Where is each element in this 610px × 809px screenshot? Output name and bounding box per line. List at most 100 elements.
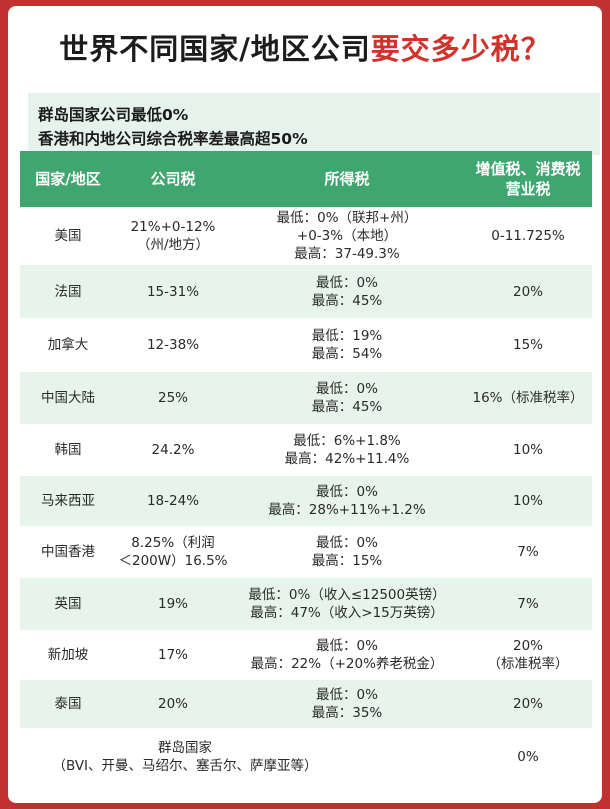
cell-income: 最低：0%（联邦+州） +0-3%（本地） 最高：37-49.3% [230, 207, 464, 265]
cell-line: 16%（标准税率） [472, 390, 584, 406]
cell-income: 最低：0% 最高：22%（+20%养老税金） [230, 630, 464, 680]
cell-income: 最低：6%+1.8% 最高：42%+11.4% [230, 424, 464, 476]
cell-corporate: 20% [116, 680, 230, 728]
header-income-tax: 所得税 [324, 170, 370, 188]
cell-corporate: 21%+0-12% （州/地方） [116, 207, 230, 265]
table-row: 泰国 20% 最低：0% 最高：35% 20% [20, 680, 592, 728]
cell-line: 最低：0% [316, 274, 378, 291]
table-row: 法国 15-31% 最低：0% 最高：45% 20% [20, 265, 592, 318]
header-vat-line1: 增值税、消费税 [475, 160, 581, 178]
cell-region: 中国香港 [20, 526, 116, 578]
cell-line: 25% [157, 390, 188, 406]
cell-line: 最低：0% [316, 687, 378, 703]
cell-line: 最高：22%（+20%养老税金） [250, 656, 444, 672]
cell-line: 中国香港 [41, 544, 95, 560]
cell-vat: 10% [464, 476, 592, 526]
cell-line: 英国 [54, 596, 82, 612]
cell-region: 英国 [20, 578, 116, 630]
table-header: 国家/地区 公司税 所得税 增值税、消费税 营业税 [20, 151, 592, 207]
cell-income: 最低：0% 最高：15% [230, 526, 464, 578]
header-corporate-tax: 公司税 [150, 170, 196, 188]
cell-income: 最低：0% 最高：45% [230, 372, 464, 424]
cell-region: 新加坡 [20, 630, 116, 680]
cell-corporate: 17% [116, 630, 230, 680]
page-title: 世界不同国家/地区公司要交多少税？ [8, 26, 602, 68]
cell-corporate: 24.2% [116, 424, 230, 476]
cell-line: 最低：0% [316, 484, 378, 500]
cell-line: 18-24% [146, 493, 200, 509]
cell-line: 最高：42%+11.4% [284, 451, 410, 467]
cell-line: 新加坡 [47, 647, 89, 663]
cell-income: 最低：0%（收入≤12500英镑） 最高：47%（收入>15万英镑） [230, 578, 464, 630]
cell-line: （标准税率） [487, 656, 569, 672]
cell-line: 最低：0%（联邦+州） [276, 210, 418, 226]
cell-line: 最高：45% [311, 292, 383, 309]
cell-line: 最高：35% [311, 705, 383, 721]
cell-line: 最低：0% [316, 381, 378, 397]
cell-region: 马来西亚 [20, 476, 116, 526]
cell-vat: 20% [464, 680, 592, 728]
cell-region: 群岛国家 （BVI、开曼、马绍尔、塞舌尔、萨摩亚等） [20, 728, 350, 785]
cell-line: 最高：15% [311, 553, 383, 569]
cell-line: 最低：19% [311, 328, 383, 344]
cell-line: 美国 [54, 228, 82, 244]
cell-line: 20% [512, 283, 543, 300]
table-row: 中国大陆 25% 最低：0% 最高：45% 16%（标准税率） [20, 372, 592, 424]
cell-line: 8.25%（利润 [131, 535, 215, 551]
cell-income: 最低：19% 最高：54% [230, 318, 464, 372]
cell-vat: 7% [464, 578, 592, 630]
table-row: 英国 19% 最低：0%（收入≤12500英镑） 最高：47%（收入>15万英镑） 7% [20, 578, 592, 630]
cell-line: 法国 [54, 283, 82, 300]
cell-line: 最低：6%+1.8% [293, 433, 401, 449]
cell-income: 最低：0% 最高：45% [230, 265, 464, 318]
cell-region: 法国 [20, 265, 116, 318]
cell-line: 15% [512, 337, 543, 353]
cell-line: 中国大陆 [41, 390, 95, 406]
table-row: 新加坡 17% 最低：0% 最高：22%（+20%养老税金） 20% （标准税率） [20, 630, 592, 680]
cell-income: 最低：0% 最高：28%+11%+1.2% [230, 476, 464, 526]
cell-corporate: 25% [116, 372, 230, 424]
cell-region: 加拿大 [20, 318, 116, 372]
cell-vat: 16%（标准税率） [464, 372, 592, 424]
cell-line: 0% [517, 748, 539, 765]
cell-line: 15-31% [146, 283, 200, 300]
cell-line: 10% [512, 493, 543, 509]
cell-region: 韩国 [20, 424, 116, 476]
cell-region: 泰国 [20, 680, 116, 728]
cell-line: 24.2% [151, 442, 195, 458]
cell-line: 韩国 [54, 442, 82, 458]
cell-line: ＜200W）16.5% [118, 553, 228, 569]
table-row: 中国香港 8.25%（利润 ＜200W）16.5% 最低：0% 最高：15% 7% [20, 526, 592, 578]
cell-line: 20% [512, 638, 543, 654]
cell-line: 最高：28%+11%+1.2% [268, 502, 426, 518]
cell-line: 0-11.725% [491, 228, 565, 244]
cell-line: 马来西亚 [41, 493, 95, 509]
cell-line: 7% [517, 596, 539, 612]
cell-vat: 20% （标准税率） [464, 630, 592, 680]
header-vat-line2: 营业税 [505, 180, 551, 198]
cell-line: +0-3%（本地） [296, 228, 398, 244]
cell-vat: 10% [464, 424, 592, 476]
cell-vat: 0-11.725% [464, 207, 592, 265]
cell-region: 美国 [20, 207, 116, 265]
cell-income: 最低：0% 最高：35% [230, 680, 464, 728]
cell-region: 中国大陆 [20, 372, 116, 424]
cell-corporate: 18-24% [116, 476, 230, 526]
cell-line: 最高：54% [311, 346, 383, 362]
cell-line: 12-38% [146, 337, 200, 353]
cell-line: 最低：0% [316, 535, 378, 551]
cell-vat: 20% [464, 265, 592, 318]
summary-line-2: 香港和内地公司综合税率差最高超50% [38, 130, 308, 148]
summary-box: 群岛国家公司最低0% 香港和内地公司综合税率差最高超50% [28, 93, 600, 155]
cell-line: 泰国 [54, 696, 82, 712]
table-row: 韩国 24.2% 最低：6%+1.8% 最高：42%+11.4% 10% [20, 424, 592, 476]
title-part-black: 世界不同国家/地区公司 [59, 32, 371, 66]
cell-line: 19% [157, 596, 188, 612]
cell-line: 17% [157, 647, 188, 663]
cell-line: 最高：37-49.3% [294, 246, 400, 262]
cell-line: 20% [157, 696, 188, 712]
header-region: 国家/地区 [35, 170, 101, 188]
cell-line: 20% [512, 696, 543, 712]
table-row: 加拿大 12-38% 最低：19% 最高：54% 15% [20, 318, 592, 372]
title-part-red: 要交多少税？ [370, 32, 551, 66]
